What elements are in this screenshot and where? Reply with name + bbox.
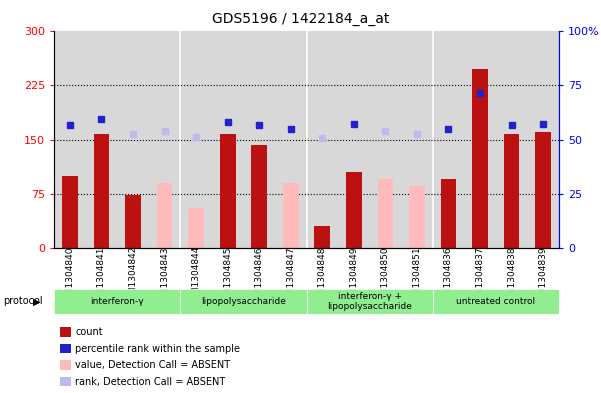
Bar [62,176,78,248]
Text: GSM1304846: GSM1304846 [255,246,264,307]
Bar [251,145,267,248]
Bar [54,31,180,248]
Bar [220,134,236,248]
Text: GSM1304847: GSM1304847 [286,246,295,307]
Text: GSM1304844: GSM1304844 [192,246,201,307]
Text: protocol: protocol [3,296,43,307]
Text: GSM1304837: GSM1304837 [475,246,484,307]
Text: interferon-γ +
lipopolysaccharide: interferon-γ + lipopolysaccharide [327,292,412,311]
Text: GSM1304850: GSM1304850 [381,246,390,307]
Bar [283,183,299,248]
Text: count: count [75,327,103,337]
Bar [307,31,433,248]
Bar [472,69,488,248]
Text: GSM1304851: GSM1304851 [412,246,421,307]
Text: GSM1304845: GSM1304845 [223,246,232,307]
Bar [307,289,433,314]
Bar [54,289,180,314]
Text: value, Detection Call = ABSENT: value, Detection Call = ABSENT [75,360,230,370]
Text: GSM1304848: GSM1304848 [318,246,327,307]
Bar [314,226,330,248]
Text: untreated control: untreated control [456,297,535,306]
Bar [180,31,307,248]
Bar [180,289,307,314]
Bar [409,186,425,248]
Bar [377,179,393,248]
Bar [535,132,551,248]
Text: GSM1304836: GSM1304836 [444,246,453,307]
Text: GSM1304842: GSM1304842 [129,246,138,307]
Text: GSM1304843: GSM1304843 [160,246,169,307]
Text: GSM1304841: GSM1304841 [97,246,106,307]
Bar [504,134,519,248]
Bar [94,134,109,248]
Bar [433,289,559,314]
Bar [441,179,456,248]
Text: GSM1304840: GSM1304840 [66,246,75,307]
Text: percentile rank within the sample: percentile rank within the sample [75,343,240,354]
Bar [188,208,204,248]
Text: rank, Detection Call = ABSENT: rank, Detection Call = ABSENT [75,376,225,387]
Text: GSM1304849: GSM1304849 [349,246,358,307]
Text: GSM1304839: GSM1304839 [538,246,548,307]
Bar [433,31,559,248]
Text: interferon-γ: interferon-γ [90,297,144,306]
Text: GDS5196 / 1422184_a_at: GDS5196 / 1422184_a_at [212,12,389,26]
Text: GSM1304838: GSM1304838 [507,246,516,307]
Bar [157,183,172,248]
Text: ▶: ▶ [33,296,40,307]
Text: lipopolysaccharide: lipopolysaccharide [201,297,286,306]
Bar [346,172,362,248]
Bar [125,195,141,248]
